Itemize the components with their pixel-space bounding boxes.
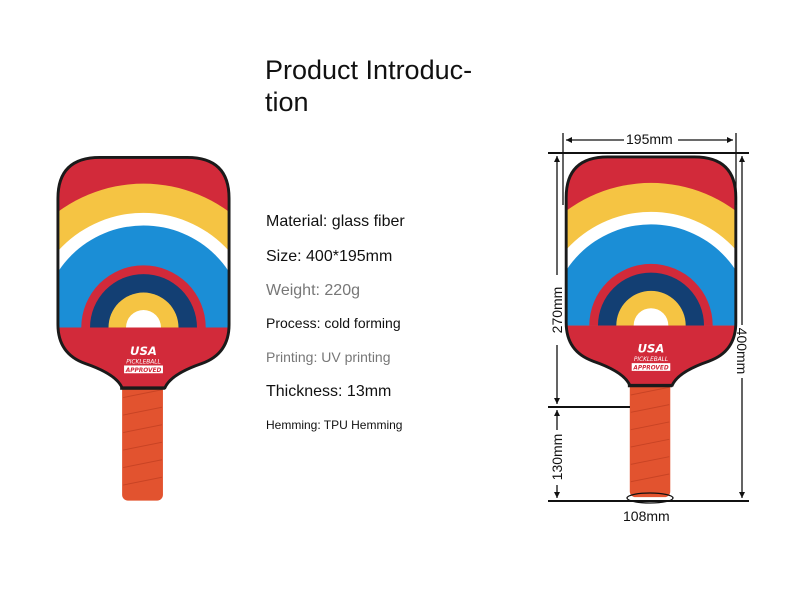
svg-text:USA: USA [638, 342, 665, 356]
page-title: Product Introduc- tion [265, 54, 505, 118]
spec-thickness: Thickness: 13mm [266, 383, 392, 400]
dimension-grip: 108mm [623, 508, 670, 524]
paddle-image-left: USA PICKLEBALL APPROVED [56, 155, 231, 501]
spec-size: Size: 400*195mm [266, 248, 393, 265]
spec-weight: Weight: 220g [266, 282, 360, 299]
paddle-image-right: USA PICKLEBALL APPROVED [564, 155, 738, 498]
dimension-head-length: 270mm [549, 286, 565, 334]
spec-process: Process: cold forming [266, 315, 401, 331]
svg-text:APPROVED: APPROVED [125, 368, 162, 374]
spec-printing: Printing: UV printing [266, 349, 391, 365]
dimension-width: 195mm [626, 131, 673, 147]
title-line-1: Product Introduc- [265, 55, 473, 85]
svg-text:USA: USA [130, 344, 157, 358]
spec-hemming: Hemming: TPU Hemming [266, 418, 403, 432]
svg-text:PICKLEBALL: PICKLEBALL [634, 357, 668, 363]
title-line-2: tion [265, 87, 309, 117]
svg-text:PICKLEBALL: PICKLEBALL [126, 360, 161, 366]
grip [629, 373, 671, 498]
svg-text:APPROVED: APPROVED [632, 365, 668, 371]
dimension-handle-length: 130mm [549, 433, 565, 481]
spec-material: Material: glass fiber [266, 213, 405, 230]
grip [122, 376, 163, 501]
dimension-total-length: 400mm [734, 327, 750, 375]
